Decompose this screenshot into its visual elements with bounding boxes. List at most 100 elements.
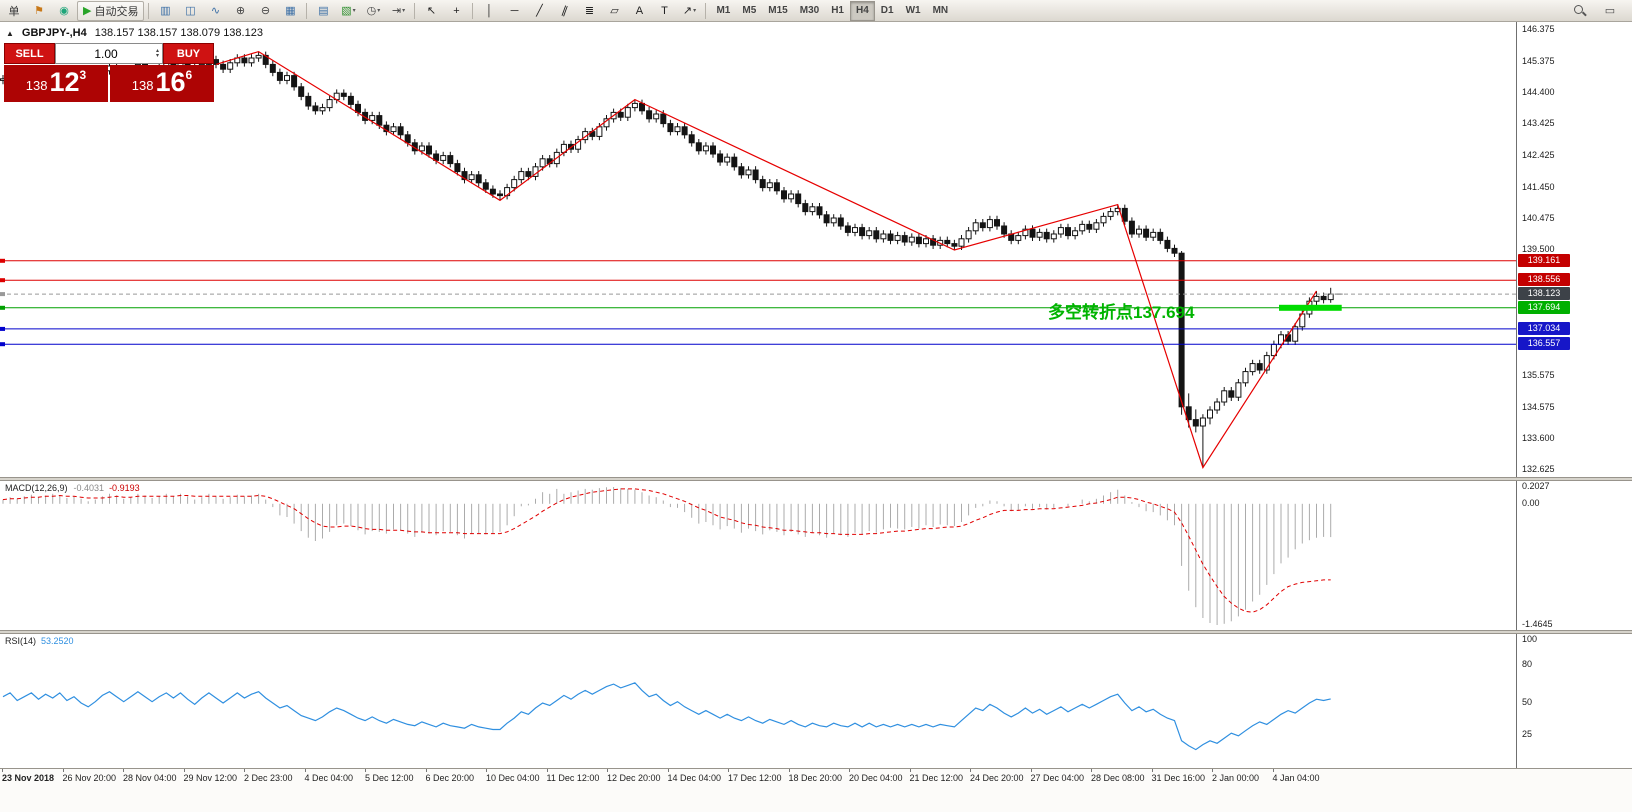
chart-symbol-timeframe: GBPJPY-,H4	[21, 27, 87, 39]
volume-input[interactable]	[56, 45, 156, 62]
price-chart[interactable]	[0, 22, 1516, 477]
tile-windows-icon[interactable]: ▦	[285, 5, 296, 17]
search-icon[interactable]	[1568, 1, 1592, 21]
timeframe-M1[interactable]: M1	[716, 4, 731, 16]
price-axis-label: 146.375	[1522, 24, 1555, 34]
price-axis-label: 145.375	[1522, 56, 1555, 66]
time-axis-label: 2 Dec 23:00	[244, 773, 293, 783]
rsi-axis-label: 100	[1522, 634, 1538, 644]
time-tick	[728, 769, 729, 772]
macd-histogram	[2, 487, 1332, 625]
one-click-trading-panel: SELL ▴▾ BUY 138 12 3 138 16 6	[4, 43, 214, 102]
time-tick	[788, 769, 790, 772]
trendline-icon[interactable]: ╱	[536, 5, 543, 17]
panel-separator[interactable]	[0, 630, 1632, 634]
autotrading-button[interactable]: ▶ 自动交易	[77, 0, 145, 21]
time-axis-label: 4 Jan 04:00	[1272, 773, 1320, 783]
macd-axis-label: 0.2027	[1522, 481, 1550, 491]
time-tick	[849, 769, 850, 772]
volume-up-icon[interactable]: ▴	[155, 47, 159, 54]
time-tick	[2, 769, 3, 772]
price-badge: 138.556	[1518, 273, 1570, 287]
time-axis-label: 17 Dec 12:00	[728, 773, 782, 783]
bar-chart-type-icon[interactable]: ▥	[160, 5, 171, 17]
rsi-chart[interactable]	[0, 634, 1516, 768]
chart-shift-icon[interactable]: ⇥ ▾	[391, 5, 406, 17]
data-window-icon[interactable]: ▭	[1604, 5, 1616, 17]
time-tick	[1091, 769, 1092, 772]
price-axis-label: 144.400	[1522, 87, 1555, 98]
horizontal-line-icon[interactable]: ─	[510, 4, 519, 17]
timeframe-M15[interactable]: M15	[768, 4, 788, 16]
time-axis-label: 6 Dec 20:00	[425, 773, 475, 783]
time-tick	[546, 769, 548, 772]
rsi-indicator-panel: RSI(14) 53.2520	[0, 634, 1516, 768]
time-axis-label: 11 Dec 12:00	[546, 773, 600, 783]
price-axis-label: 134.575	[1522, 401, 1555, 412]
channel-icon[interactable]: ∥	[559, 4, 569, 18]
time-tick	[365, 769, 366, 772]
zoom-in-icon[interactable]: ⊕	[235, 5, 246, 17]
time-axis-label: 23 Nov 2018	[2, 773, 55, 783]
line-chart-type-icon[interactable]: ∿	[210, 5, 221, 17]
new-chart-icon[interactable]: ▧ ▾	[341, 5, 356, 17]
macd-axis-label: -1.4645	[1522, 619, 1553, 629]
time-tick	[1030, 769, 1032, 772]
macd-chart[interactable]	[0, 481, 1516, 630]
price-badge: 137.034	[1518, 321, 1570, 335]
buy-price-button[interactable]: 138 16 6	[110, 65, 214, 102]
volume-down-icon[interactable]: ▾	[155, 52, 159, 59]
community-icon[interactable]: ◉	[59, 5, 69, 17]
timeframe-MN[interactable]: MN	[932, 4, 949, 16]
panel-separator[interactable]	[0, 477, 1632, 481]
sell-price-point: 3	[79, 68, 87, 82]
profiles-icon[interactable]: ◷ ▾	[366, 5, 381, 17]
crosshair-icon[interactable]: +	[453, 4, 460, 17]
price-axis[interactable]: 146.375 145.375 144.400 143.425 142.425 141.4…	[1516, 22, 1632, 768]
price-axis-label: 132.625	[1522, 464, 1555, 474]
timeframe-H4[interactable]: H4	[849, 0, 875, 21]
time-axis[interactable]: 23 Nov 2018 26 Nov 20:00 28 Nov 04:00 29 No…	[0, 768, 1632, 812]
timeframe-M5[interactable]: M5	[742, 4, 757, 16]
arrows-icon[interactable]: ↗ ▾	[682, 5, 697, 17]
timeframe-D1[interactable]: D1	[880, 4, 894, 16]
sell-price-button[interactable]: 138 12 3	[4, 65, 108, 102]
time-axis-label: 26 Nov 20:00	[62, 773, 117, 783]
volume-spinner[interactable]: ▴ ▾	[155, 47, 162, 59]
fibonacci-icon[interactable]: ≣	[584, 5, 595, 17]
shapes-icon[interactable]: ▱	[610, 5, 619, 17]
text-icon[interactable]: A	[635, 4, 644, 17]
time-tick	[667, 769, 669, 772]
rsi-name: RSI(14)	[5, 636, 37, 646]
buy-button[interactable]: BUY	[163, 43, 214, 64]
timeframe-M30[interactable]: M30	[799, 4, 820, 16]
timeframe-W1[interactable]: W1	[905, 4, 921, 16]
toolbar-separator	[472, 2, 474, 19]
zigzag-line[interactable]	[215, 50, 1318, 469]
arrange-windows-icon[interactable]: ▤	[318, 5, 329, 17]
time-tick	[1212, 769, 1213, 772]
time-axis-label: 10 Dec 04:00	[486, 773, 540, 783]
alerts-icon[interactable]: ⚑	[34, 5, 44, 17]
new-order-button[interactable]: 单	[8, 5, 20, 18]
vertical-line-icon[interactable]: │	[486, 4, 493, 17]
cursor-icon[interactable]: ↖	[426, 5, 437, 17]
macd-label-row: MACD(12,26,9) -0.4031 -0.9193	[5, 483, 140, 493]
panel-collapse-icon[interactable]: ▲	[6, 28, 14, 38]
price-badge: 136.557	[1518, 337, 1570, 351]
timeframe-group: M1 M5 M15 M30 H1 H4 D1 W1 MN	[710, 0, 954, 21]
time-axis-label: 24 Dec 20:00	[970, 773, 1024, 783]
timeframe-H1[interactable]: H1	[831, 4, 844, 16]
zoom-out-icon[interactable]: ⊖	[260, 5, 271, 17]
price-axis-label: 135.575	[1522, 369, 1555, 380]
label-icon[interactable]: T	[661, 4, 668, 17]
time-tick	[1151, 769, 1153, 772]
price-badge: 138.123	[1518, 287, 1570, 301]
pivot-highlight-segment[interactable]	[1279, 304, 1342, 311]
time-tick	[304, 769, 306, 772]
sell-button[interactable]: SELL	[4, 43, 55, 64]
pivot-annotation-text[interactable]: 多空转折点137.694	[1048, 303, 1195, 322]
candlestick-chart-type-icon[interactable]: ◫	[185, 5, 196, 17]
time-axis-label: 31 Dec 16:00	[1151, 773, 1206, 783]
time-tick	[425, 769, 427, 772]
